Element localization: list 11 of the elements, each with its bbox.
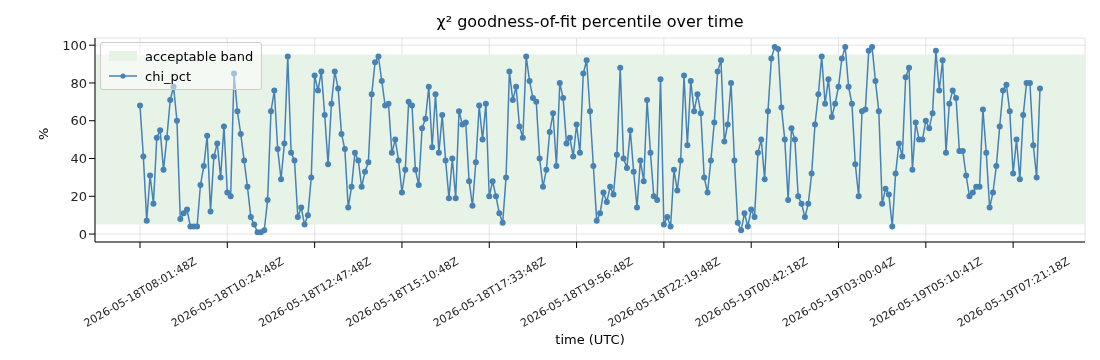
y-tick-label: 20	[70, 188, 87, 204]
legend-label: chi_pct	[145, 68, 191, 84]
x-axis-title: time (UTC)	[555, 332, 625, 347]
y-tick-label: 40	[70, 151, 87, 167]
y-tick-label: 0	[78, 226, 87, 242]
y-tick-label: 100	[62, 37, 87, 53]
y-tick-label: 80	[70, 75, 87, 91]
chart-title: χ² goodness-of-fit percentile over time	[435, 12, 745, 31]
y-tick-label: 60	[70, 113, 87, 129]
y-axis-title: %	[35, 127, 51, 140]
band-label: acceptable band	[145, 48, 254, 64]
